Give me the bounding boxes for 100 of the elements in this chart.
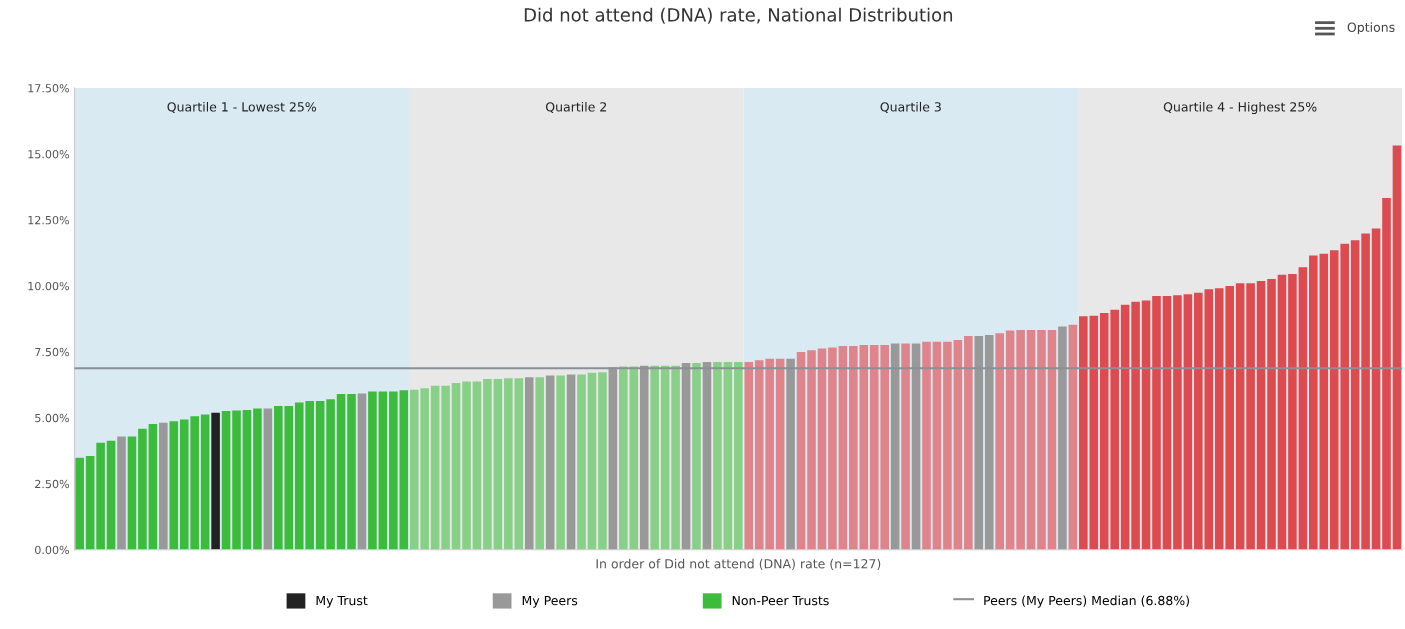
bar	[242, 409, 252, 550]
bar	[1016, 329, 1025, 550]
bar	[901, 343, 910, 550]
bar	[828, 347, 837, 550]
bar	[96, 442, 105, 550]
bar	[1058, 326, 1067, 550]
bar	[796, 351, 806, 550]
bar	[483, 379, 492, 550]
bar	[1246, 283, 1255, 550]
bar	[462, 381, 471, 550]
x-axis-title: In order of Did not attend (DNA) rate (n=127)	[596, 558, 881, 570]
bar	[932, 341, 942, 550]
bar	[336, 394, 346, 550]
bar	[984, 335, 994, 550]
bar	[315, 400, 325, 550]
bar	[535, 377, 544, 550]
y-tick-label: 10.00%	[28, 281, 69, 291]
bar	[253, 408, 262, 550]
bar	[702, 361, 712, 550]
y-tick-label: 2.50%	[35, 479, 69, 489]
legend-label: Peers (My Peers) Median (6.88%)	[984, 595, 1189, 608]
bar	[368, 391, 377, 550]
bar	[138, 428, 147, 550]
bar	[1288, 274, 1297, 550]
bar	[681, 362, 691, 550]
bar	[1183, 294, 1193, 550]
bar	[964, 336, 973, 550]
bar	[995, 333, 1004, 550]
bar	[807, 350, 816, 550]
bar	[221, 410, 231, 550]
bar	[106, 440, 116, 550]
bar	[326, 399, 335, 550]
bar	[378, 391, 388, 550]
text: Options	[1347, 22, 1395, 35]
bar	[148, 423, 158, 550]
bar	[1173, 295, 1182, 550]
bar	[169, 421, 179, 550]
bar	[1131, 301, 1140, 550]
annotation: Quartile 1 - Lowest 25%	[167, 101, 317, 114]
bar	[1277, 274, 1287, 550]
bar	[430, 385, 440, 550]
bar	[838, 346, 848, 550]
bar	[734, 361, 743, 550]
bar	[1162, 295, 1172, 550]
bar	[1120, 304, 1130, 550]
bar	[650, 365, 659, 550]
annotation: Quartile 2	[545, 101, 607, 114]
chart-title: Did not attend (DNA) rate, National Distribution	[524, 7, 953, 24]
bar	[1026, 329, 1036, 550]
bar	[441, 385, 450, 550]
bar	[85, 456, 95, 550]
bar	[974, 336, 984, 550]
bar	[1392, 145, 1402, 550]
bar	[357, 393, 367, 550]
bar	[493, 379, 503, 550]
bar	[451, 383, 461, 550]
bar	[587, 372, 597, 550]
legend-label: My Peers	[522, 595, 578, 608]
annotation: Quartile 4 - Highest 25%	[1163, 101, 1317, 115]
y-tick-label: 15.00%	[28, 149, 69, 159]
legend-label: Non-Peer Trusts	[732, 595, 829, 606]
bar	[1037, 329, 1046, 550]
bar	[159, 422, 168, 550]
bar	[911, 343, 921, 550]
y-tick-label: 0.00%	[35, 545, 69, 555]
bar	[713, 361, 722, 550]
bar	[1256, 280, 1266, 550]
bar	[608, 367, 618, 550]
bar	[1068, 324, 1078, 550]
bar	[1361, 233, 1370, 550]
bar	[890, 343, 900, 550]
bar	[263, 408, 273, 550]
bar	[1350, 240, 1360, 550]
bar	[671, 365, 680, 550]
bar	[127, 436, 137, 550]
bar	[639, 365, 649, 550]
annotation: Quartile 3	[880, 101, 941, 114]
bar	[723, 361, 733, 550]
bar	[943, 341, 952, 550]
bar	[598, 372, 607, 550]
bar	[817, 348, 827, 550]
bar	[744, 361, 754, 550]
bar	[211, 412, 220, 550]
bar	[472, 381, 482, 550]
bar	[577, 374, 586, 550]
bar	[1047, 329, 1057, 550]
bar	[1152, 295, 1161, 550]
bar	[660, 365, 670, 550]
bar	[556, 375, 565, 550]
bar	[922, 341, 931, 550]
bar	[232, 410, 241, 550]
y-tick-label: 7.50%	[35, 347, 69, 357]
bar	[200, 414, 210, 550]
bar	[545, 375, 555, 550]
bar	[1382, 198, 1391, 550]
legend-label: My Trust	[316, 595, 368, 608]
bar	[524, 377, 534, 550]
bar	[1298, 267, 1308, 550]
y-tick-label: 5.00%	[35, 413, 69, 423]
bar	[1005, 330, 1015, 550]
